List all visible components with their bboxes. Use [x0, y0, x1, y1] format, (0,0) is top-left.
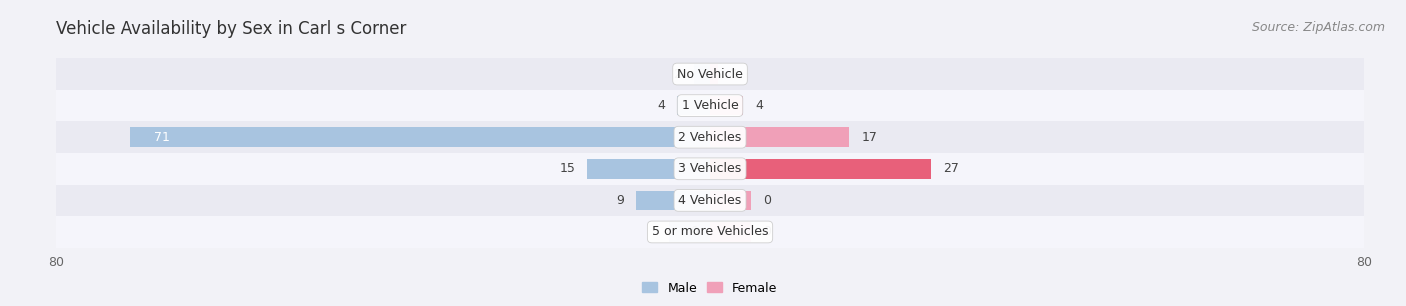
Text: 3 Vehicles: 3 Vehicles — [679, 162, 741, 175]
Legend: Male, Female: Male, Female — [637, 277, 783, 300]
Bar — [637, 191, 710, 210]
Text: 5 or more Vehicles: 5 or more Vehicles — [652, 226, 768, 238]
Text: 1: 1 — [731, 68, 738, 80]
Text: 71: 71 — [155, 131, 170, 144]
Text: 4 Vehicles: 4 Vehicles — [679, 194, 741, 207]
Bar — [56, 153, 1364, 185]
Bar — [710, 159, 931, 179]
Text: 0: 0 — [690, 226, 697, 238]
Bar — [710, 96, 742, 115]
Text: 4: 4 — [755, 99, 763, 112]
Text: Source: ZipAtlas.com: Source: ZipAtlas.com — [1251, 21, 1385, 34]
Bar — [56, 121, 1364, 153]
Text: 27: 27 — [943, 162, 959, 175]
Bar — [56, 58, 1364, 90]
Text: No Vehicle: No Vehicle — [678, 68, 742, 80]
Text: 0: 0 — [763, 226, 770, 238]
Bar — [56, 216, 1364, 248]
Text: 2: 2 — [673, 68, 682, 80]
Bar — [710, 191, 751, 210]
Bar — [678, 96, 710, 115]
Text: 4: 4 — [657, 99, 665, 112]
Text: 1 Vehicle: 1 Vehicle — [682, 99, 738, 112]
Bar — [129, 127, 710, 147]
Text: 2 Vehicles: 2 Vehicles — [679, 131, 741, 144]
Bar — [693, 64, 710, 84]
Bar — [669, 222, 710, 242]
Bar — [710, 127, 849, 147]
Bar — [56, 185, 1364, 216]
Bar — [56, 90, 1364, 121]
Text: Vehicle Availability by Sex in Carl s Corner: Vehicle Availability by Sex in Carl s Co… — [56, 20, 406, 38]
Text: 0: 0 — [763, 194, 770, 207]
Bar — [710, 222, 751, 242]
Text: 9: 9 — [616, 194, 624, 207]
Bar — [588, 159, 710, 179]
Text: 17: 17 — [862, 131, 877, 144]
Bar — [710, 64, 718, 84]
Text: 15: 15 — [560, 162, 575, 175]
